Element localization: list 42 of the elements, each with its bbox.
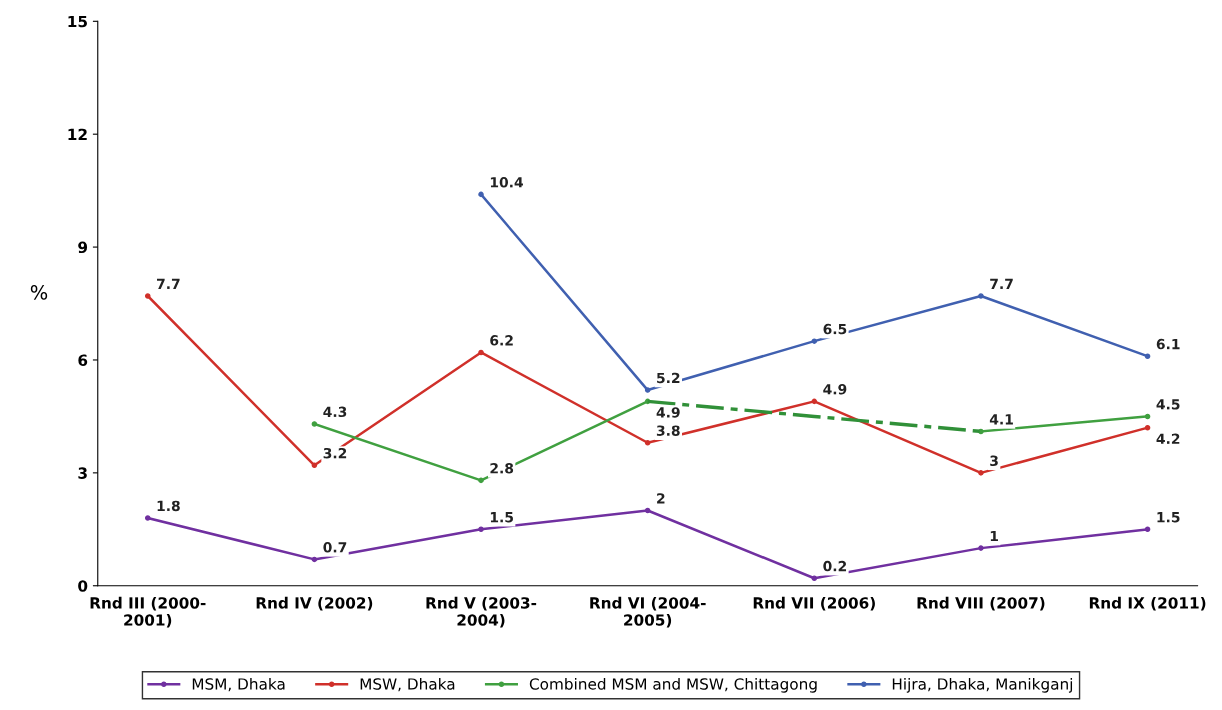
data-label: 1.5 [1157,512,1180,523]
data-label: 1.5 [490,512,513,523]
data-label: 4.1 [989,414,1013,425]
y-tick-label: 6 [78,354,88,366]
data-label: 4.2 [1156,433,1180,444]
x-tick-label: Rnd VII (2006) [753,596,875,611]
data-label: 7.7 [157,278,180,289]
data-label: 2 [657,493,665,504]
x-tick-label: Rnd VI (2004- 2005) [590,596,706,628]
data-label: 4.3 [323,406,347,418]
data-label: 0.2 [823,560,847,572]
x-tick-label: Rnd III (2000- 2001) [90,596,206,628]
x-tick-label: Rnd IV (2002) [256,596,373,611]
data-label: 3.8 [656,425,680,436]
y-tick-label: 9 [78,241,88,254]
y-axis-title: % [30,285,48,300]
x-tick-label: Rnd V (2003- 2004) [426,596,537,628]
data-label: 4.5 [1156,399,1180,410]
data-label: 7.7 [990,278,1013,289]
y-tick-label: 3 [78,467,87,479]
data-label: 6.1 [1156,338,1180,350]
x-tick-label: Rnd VIII (2007) [917,596,1045,611]
data-label: 4.9 [656,407,680,418]
legend-label: Hijra, Dhaka, Manikganj [892,677,1073,693]
y-tick-label: 0 [78,580,88,592]
data-label: 10.4 [490,177,523,188]
legend-label: MSM, Dhaka [192,677,285,692]
data-label: 3 [990,455,998,466]
legend-label: Combined MSM and MSW, Chittagong [529,677,817,693]
legend-label: MSW, Dhaka [360,677,455,692]
x-tick-label: Rnd IX (2011) [1089,596,1206,611]
y-tick-label: 15 [68,15,87,28]
data-label: 6.5 [823,323,847,335]
y-tick-label: 12 [68,128,87,140]
data-label: 4.9 [823,384,847,395]
data-label: 0.7 [323,542,347,553]
data-label: 5.2 [657,372,680,384]
data-label: 1.8 [157,500,180,512]
data-label: 2.8 [490,463,514,474]
data-label: 3.2 [323,447,347,459]
data-label: 6.2 [490,335,513,346]
data-label: 1 [990,530,998,542]
